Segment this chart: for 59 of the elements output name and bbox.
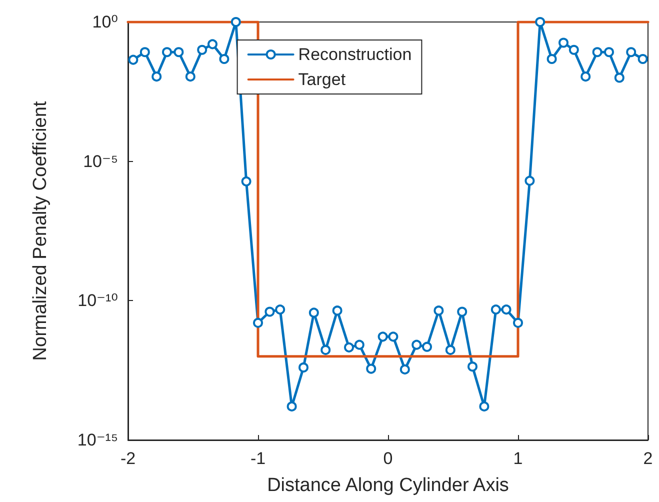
x-tick-label: -1 xyxy=(250,449,266,468)
point xyxy=(241,176,252,186)
point xyxy=(219,54,230,64)
point xyxy=(298,362,308,372)
point xyxy=(264,306,275,317)
point xyxy=(208,39,218,50)
point xyxy=(614,72,624,83)
point xyxy=(354,340,364,350)
point xyxy=(140,47,150,58)
point xyxy=(638,54,648,64)
x-tick-label: 0 xyxy=(383,449,393,468)
point xyxy=(152,72,162,82)
point xyxy=(501,304,512,315)
point xyxy=(378,332,388,342)
point xyxy=(580,72,591,82)
y-tick-label: 10⁰ xyxy=(92,12,118,32)
point xyxy=(592,47,602,58)
point xyxy=(412,340,422,350)
point xyxy=(320,344,331,355)
x-tick-label: 2 xyxy=(643,449,653,468)
point xyxy=(479,401,490,412)
y-tick-label: 10⁻¹⁵ xyxy=(77,430,118,450)
legend-label: Target xyxy=(298,70,346,89)
point xyxy=(445,344,456,355)
point xyxy=(546,54,557,64)
point xyxy=(388,332,398,342)
point xyxy=(275,304,286,315)
point xyxy=(286,401,297,412)
point xyxy=(308,308,319,318)
point xyxy=(422,342,432,352)
y-axis-title: Normalized Penalty Coefficient xyxy=(30,100,51,361)
point xyxy=(366,364,376,374)
legend-label: Reconstruction xyxy=(298,45,412,64)
point xyxy=(626,47,636,58)
point xyxy=(468,362,478,372)
y-tick-label: 10⁻⁵ xyxy=(83,152,118,171)
point xyxy=(253,318,263,328)
point xyxy=(457,306,468,317)
point xyxy=(524,176,535,186)
x-tick-label: 1 xyxy=(513,449,523,468)
point xyxy=(185,72,196,82)
point xyxy=(490,304,501,315)
point xyxy=(558,38,568,48)
point xyxy=(230,17,241,27)
point xyxy=(400,364,410,374)
point xyxy=(162,47,172,58)
point xyxy=(332,306,342,316)
point xyxy=(568,44,579,55)
point xyxy=(604,47,614,58)
point xyxy=(344,342,354,352)
x-axis-title: Distance Along Cylinder Axis xyxy=(267,475,509,496)
point xyxy=(434,306,444,316)
point xyxy=(513,318,523,328)
point xyxy=(174,47,184,58)
point xyxy=(535,17,546,27)
x-tick-label: -2 xyxy=(120,449,136,468)
point xyxy=(197,44,208,55)
y-tick-label: 10⁻¹⁰ xyxy=(78,291,118,310)
point xyxy=(128,54,138,65)
